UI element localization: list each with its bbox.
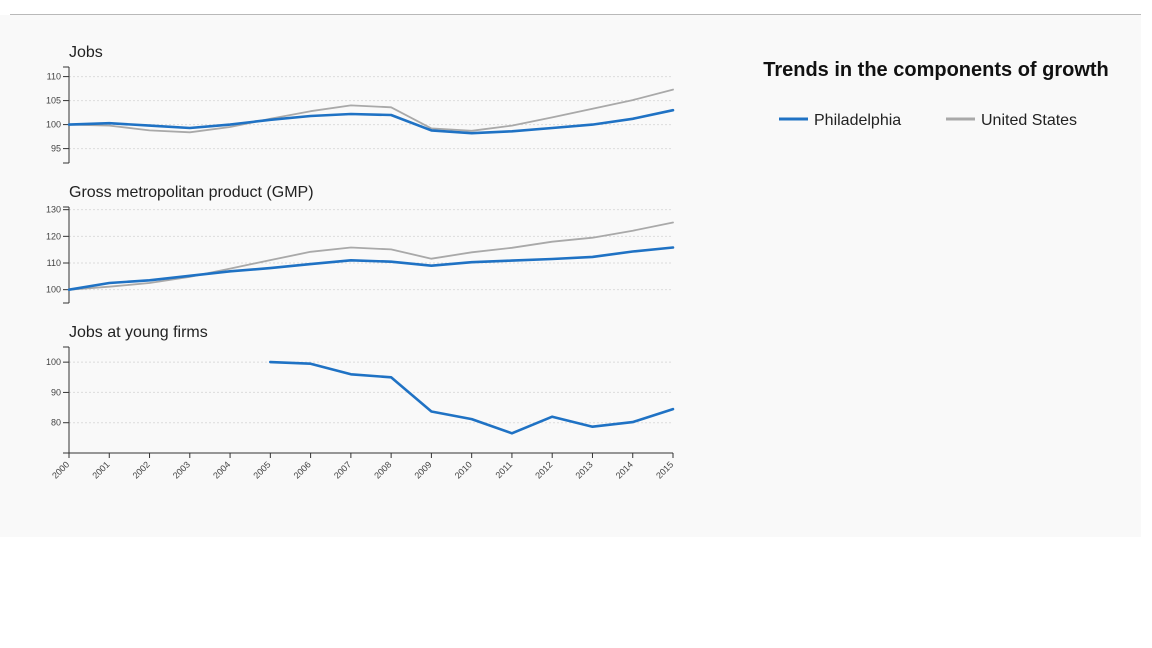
chart-main-title: Trends in the components of growth <box>763 59 1109 81</box>
x-tick-label: 2004 <box>211 459 232 480</box>
series-line-philadelphia <box>67 246 675 291</box>
panel-gross-metropolitan-product-gmp: Gross metropolitan product (GMP) 100 110 12… <box>46 184 675 304</box>
x-tick-label: 2012 <box>533 459 554 480</box>
x-tick-label: 2010 <box>453 459 474 480</box>
series-line-united-states <box>68 88 674 134</box>
legend: Philadelphia United States <box>779 112 1077 129</box>
x-tick-label: 2009 <box>412 459 433 480</box>
y-tick-label: 120 <box>46 231 61 241</box>
x-axis: 2000 2001 2002 2003 2004 2005 2006 2007 2008 2009… <box>50 452 675 481</box>
x-tick-label: 2000 <box>50 459 71 480</box>
y-tick-label: 100 <box>46 357 61 367</box>
x-tick-label: 2013 <box>574 459 595 480</box>
legend-item-philadelphia: Philadelphia <box>779 112 901 129</box>
legend-label-philadelphia: Philadelphia <box>814 112 901 129</box>
y-tick-label: 110 <box>47 258 61 268</box>
series-line-united-states <box>68 221 674 291</box>
y-tick-label: 100 <box>46 285 61 295</box>
y-tick-label: 95 <box>51 144 61 154</box>
panel-title: Jobs at young firms <box>69 324 208 341</box>
header: Trends in the components of growth <box>763 59 1109 81</box>
panel-title: Gross metropolitan product (GMP) <box>69 184 314 201</box>
y-tick-label: 110 <box>47 72 61 82</box>
panel-title: Jobs <box>69 44 103 61</box>
x-tick-label: 2003 <box>171 459 192 480</box>
x-tick-label: 2014 <box>614 459 635 480</box>
x-tick-label: 2008 <box>372 459 393 480</box>
y-tick-label: 130 <box>46 205 61 215</box>
x-tick-label: 2007 <box>332 459 353 480</box>
x-tick-label: 2006 <box>292 459 313 480</box>
panel-jobs-at-young-firms: Jobs at young firms 80 90 100 <box>46 324 675 454</box>
top-divider <box>10 14 1141 15</box>
x-tick-label: 2015 <box>654 459 675 480</box>
series-line-philadelphia <box>269 360 675 435</box>
y-tick-label: 105 <box>46 96 61 106</box>
y-tick-label: 90 <box>51 387 61 397</box>
series-line-philadelphia <box>67 108 675 135</box>
panel-jobs: Jobs 95 100 105 110 <box>46 44 675 164</box>
legend-label-united-states: United States <box>981 112 1077 129</box>
y-tick-label: 80 <box>51 418 61 428</box>
x-tick-label: 2002 <box>131 459 152 480</box>
x-tick-label: 2005 <box>251 459 272 480</box>
x-tick-label: 2001 <box>90 459 111 480</box>
x-tick-label: 2011 <box>493 459 514 480</box>
y-tick-label: 100 <box>46 120 61 130</box>
legend-item-united-states: United States <box>946 112 1077 129</box>
